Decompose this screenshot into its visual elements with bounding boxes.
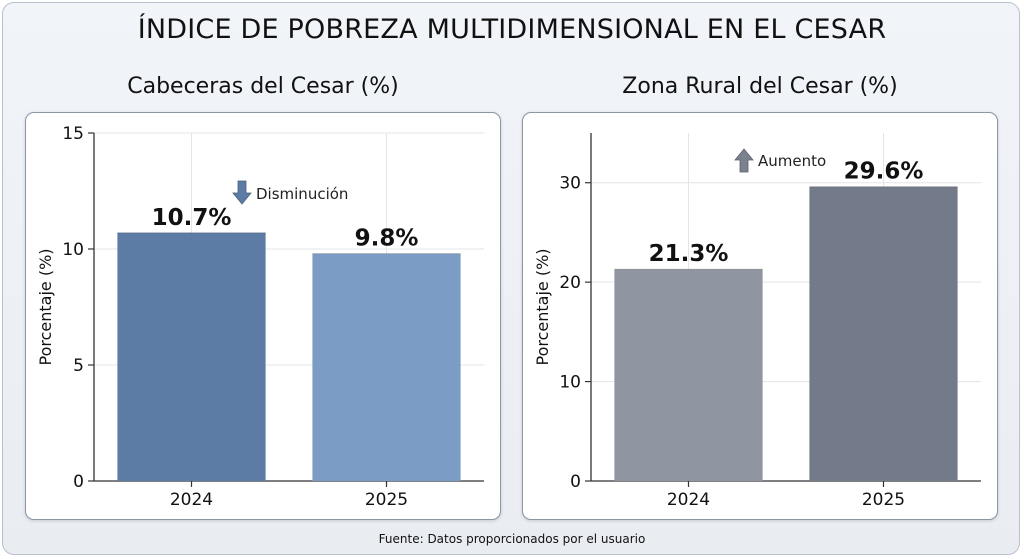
bar-2025 xyxy=(809,186,958,481)
data-label: 10.7% xyxy=(152,205,232,231)
increase-annotation: Aumento xyxy=(734,148,826,173)
data-label: 29.6% xyxy=(844,159,924,185)
y-tick-label: 20 xyxy=(559,273,581,293)
chart-title-rural: Zona Rural del Cesar (%) xyxy=(622,74,898,99)
x-tick-label: 2025 xyxy=(862,490,905,510)
source-note: Fuente: Datos proporcionados por el usua… xyxy=(378,532,646,546)
arrow-down-icon xyxy=(232,180,252,205)
chart-panel-cabeceras: 0 5 10 15 Porcentaje (%) 10.7% 2024 9.8% 2025 Dis… xyxy=(25,112,501,520)
x-tick-label: 2025 xyxy=(365,490,408,510)
y-axis-label: Porcentaje (%) xyxy=(533,248,552,365)
bar-2025 xyxy=(312,253,461,481)
y-tick-label: 15 xyxy=(62,124,84,144)
x-tick-label: 2024 xyxy=(170,490,213,510)
y-tick-label: 10 xyxy=(559,373,581,393)
annotation-label: Disminución xyxy=(256,185,348,203)
data-label: 9.8% xyxy=(355,226,419,252)
x-tick-label: 2024 xyxy=(667,490,710,510)
chart-cabeceras: 0 5 10 15 Porcentaje (%) 10.7% 2024 9.8% 2025 Dis… xyxy=(36,124,484,510)
chart-rural: 0 10 20 30 Porcentaje (%) 21.3% 2024 29.6% 2025 A… xyxy=(533,133,981,510)
chart-panel-rural: 0 10 20 30 Porcentaje (%) 21.3% 2024 29.6% 2025 A… xyxy=(522,112,998,520)
chart-title-cabeceras: Cabeceras del Cesar (%) xyxy=(127,74,399,99)
y-axis-label: Porcentaje (%) xyxy=(36,248,55,365)
data-label: 21.3% xyxy=(649,241,729,267)
y-tick-label: 30 xyxy=(559,174,581,194)
y-tick-label: 10 xyxy=(62,240,84,260)
decrease-annotation: Disminución xyxy=(232,180,348,205)
figure-title: ÍNDICE DE POBREZA MULTIDIMENSIONAL EN EL… xyxy=(137,14,887,45)
bar-2024 xyxy=(117,232,266,481)
annotation-label: Aumento xyxy=(758,152,826,170)
bar-2024 xyxy=(614,269,763,481)
y-tick-label: 0 xyxy=(73,472,84,492)
y-tick-label: 0 xyxy=(570,472,581,492)
y-tick-label: 5 xyxy=(73,356,84,376)
arrow-up-icon xyxy=(734,148,754,173)
